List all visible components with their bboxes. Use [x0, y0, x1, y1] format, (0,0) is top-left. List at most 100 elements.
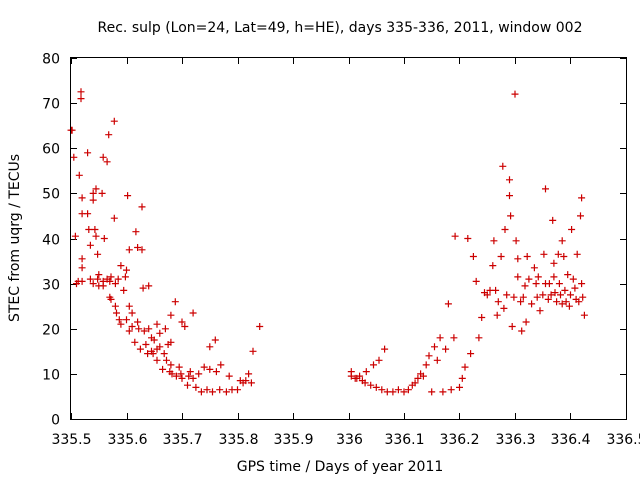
data-point — [89, 280, 97, 288]
data-point — [381, 345, 389, 353]
data-point — [469, 253, 477, 260]
data-point — [472, 277, 480, 285]
tick-marks — [71, 58, 627, 420]
data-point — [186, 368, 194, 376]
y-axis-label: STEC from uqrg / TECUs — [7, 154, 23, 322]
data-point — [245, 370, 253, 378]
data-point — [530, 264, 538, 272]
data-point — [168, 370, 176, 378]
y-tick-label: 50 — [42, 187, 60, 203]
data-point — [506, 192, 513, 200]
data-point — [100, 235, 108, 242]
data-point — [217, 361, 225, 369]
data-point — [249, 347, 257, 355]
data-point — [553, 298, 561, 306]
data-point — [125, 302, 133, 310]
data-point — [75, 171, 83, 179]
data-point — [514, 255, 522, 263]
data-point — [517, 298, 525, 306]
data-point — [370, 361, 377, 369]
data-point — [551, 289, 559, 297]
data-point — [375, 356, 383, 364]
data-point — [361, 379, 369, 387]
data-point — [120, 286, 128, 294]
data-point — [506, 176, 513, 184]
data-point — [394, 386, 402, 394]
data-point — [411, 379, 419, 387]
data-point — [192, 383, 200, 391]
data-point — [444, 300, 452, 308]
data-point — [138, 203, 146, 211]
data-point — [550, 259, 558, 267]
data-point — [519, 293, 527, 301]
data-point — [163, 356, 170, 364]
data-point — [86, 275, 94, 283]
data-point — [560, 253, 568, 260]
data-point — [197, 388, 205, 396]
data-point — [534, 273, 542, 281]
data-point — [145, 282, 153, 290]
data-point — [85, 226, 93, 233]
data-point — [451, 232, 459, 240]
data-point — [131, 338, 139, 346]
x-tick-label: 336.2 — [439, 432, 479, 448]
data-point — [98, 189, 106, 197]
data-point — [89, 196, 97, 204]
data-point — [247, 379, 255, 387]
data-point — [222, 388, 230, 396]
data-point — [558, 237, 566, 245]
y-tick-label: 0 — [51, 413, 60, 429]
data-point — [256, 323, 264, 330]
data-point — [107, 295, 115, 303]
tick-labels: 335.5 335.6 335.7 335.8 335.9 336 336.1 336.2 33… — [42, 52, 640, 449]
data-point — [475, 334, 483, 342]
data-point — [378, 386, 386, 394]
y-tick-label: 10 — [42, 368, 60, 384]
data-point — [225, 372, 233, 380]
data-point — [78, 255, 86, 263]
data-point — [425, 352, 433, 360]
y-tick-label: 20 — [42, 323, 60, 339]
data-point — [121, 273, 129, 281]
data-point — [571, 284, 579, 292]
x-tick-label: 336.4 — [550, 432, 590, 448]
y-tick-label: 70 — [42, 97, 60, 113]
data-point — [389, 388, 397, 396]
data-point — [132, 228, 140, 236]
x-axis-label: GPS time / Days of year 2011 — [237, 459, 444, 475]
data-point — [84, 149, 92, 157]
data-point — [478, 314, 486, 321]
data-point — [433, 356, 441, 364]
data-point — [159, 365, 167, 373]
data-point — [542, 185, 549, 193]
data-point — [92, 185, 100, 193]
data-point — [153, 356, 161, 364]
plot-frame — [70, 57, 627, 420]
data-point — [492, 286, 500, 294]
data-point — [150, 336, 158, 344]
data-point — [203, 386, 211, 394]
y-tick-label: 30 — [42, 278, 60, 294]
data-point — [567, 291, 574, 299]
data-point — [117, 262, 125, 270]
data-point — [400, 388, 408, 396]
x-tick-label: 336 — [336, 432, 363, 448]
data-point — [579, 293, 587, 301]
data-point — [512, 237, 520, 245]
data-point — [356, 372, 364, 380]
data-point — [404, 386, 412, 394]
data-point — [436, 334, 444, 342]
data-point — [94, 250, 102, 258]
data-point — [167, 311, 175, 319]
y-tick-label: 60 — [42, 142, 60, 158]
data-point — [575, 298, 583, 306]
data-point — [111, 302, 119, 310]
data-point — [533, 293, 541, 301]
data-point — [135, 325, 143, 333]
data-point — [125, 246, 133, 254]
data-point — [490, 237, 498, 245]
data-point — [507, 212, 515, 220]
data-point — [123, 266, 130, 274]
data-point — [86, 241, 94, 249]
data-point — [103, 158, 111, 166]
